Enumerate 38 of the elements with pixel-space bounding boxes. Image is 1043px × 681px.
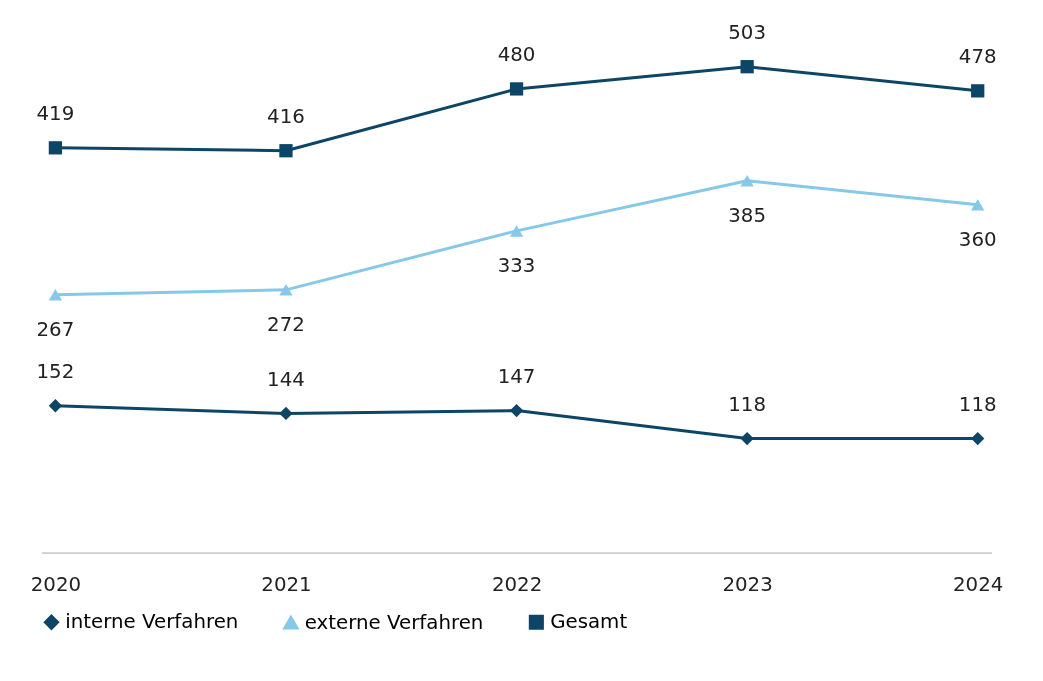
point [971,84,985,98]
x-tick-label: 2024 [953,572,1004,596]
data-label: 272 [267,313,305,337]
point [740,174,754,187]
data-label: 360 [958,228,997,252]
data-label: 152 [36,360,75,384]
legend-label: externe Verfahren [304,610,484,634]
data-label: 267 [36,318,75,342]
data-label: 480 [497,43,536,67]
data-label: 118 [958,392,997,416]
data-label: 333 [497,254,536,278]
data-label: 503 [728,20,767,44]
point [740,60,754,74]
point [971,431,985,446]
point [48,141,63,155]
x-tick-label: 2023 [722,572,773,596]
point [509,403,524,418]
data-label: 416 [267,105,305,129]
point [971,199,985,211]
point [279,144,293,158]
data-label: 385 [728,204,767,228]
data-label: 478 [958,45,997,69]
legend-label: Gesamt [550,610,628,634]
x-tick-label: 2020 [30,572,82,596]
data-label: 118 [728,392,767,416]
point [509,225,524,237]
data-label: 419 [36,102,75,126]
point [509,82,524,96]
point [48,399,63,413]
point [279,284,293,296]
data-label: 147 [497,364,536,388]
point [279,406,293,421]
point [740,431,754,446]
data-label: 144 [267,367,305,391]
x-tick-label: 2021 [261,572,312,596]
legend-label: interne Verfahren [65,610,239,634]
x-tick-label: 2022 [491,572,543,596]
point [48,288,63,301]
